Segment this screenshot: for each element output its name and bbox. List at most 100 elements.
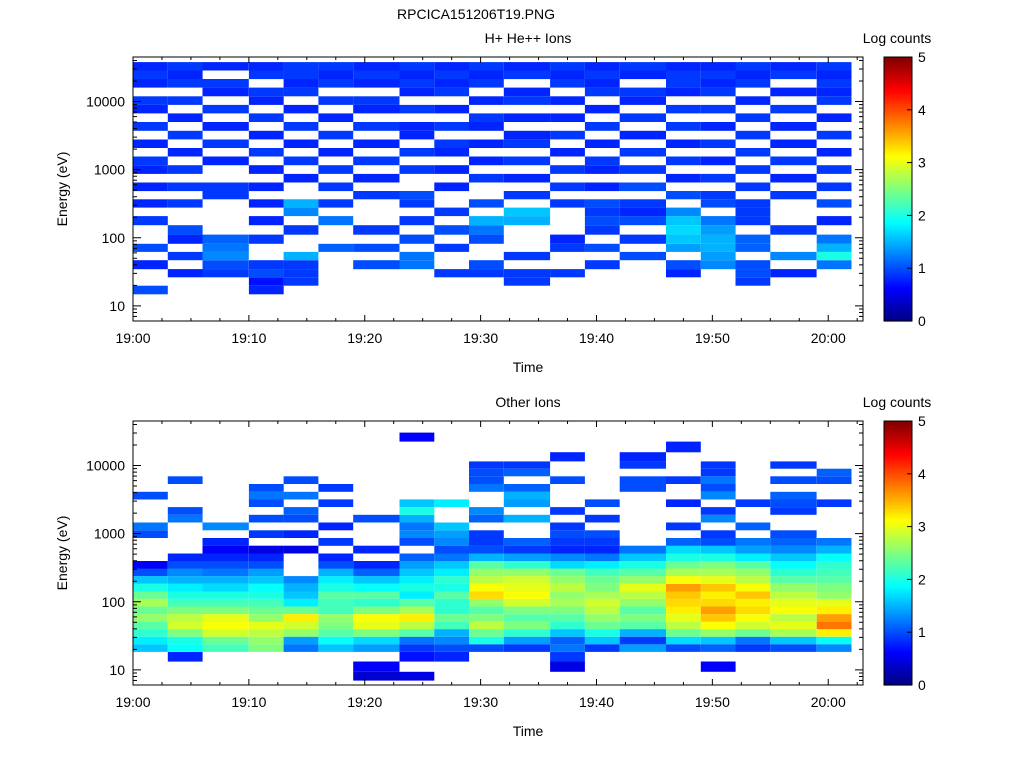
colorbar-segment (884, 515, 912, 519)
heatmap-cell (550, 576, 585, 584)
heatmap-cell (318, 561, 354, 569)
heatmap-cell (584, 568, 620, 577)
heatmap-cell (469, 636, 504, 645)
heatmap-cell (770, 614, 817, 622)
heatmap-cell (584, 156, 620, 166)
colorbar-segment (884, 537, 912, 541)
heatmap-cell (503, 251, 551, 261)
colorbar-segment (884, 255, 912, 258)
heatmap-cell (503, 207, 551, 217)
heatmap-cell (202, 568, 249, 577)
colorbar-segment (884, 178, 912, 181)
colorbar-segment (884, 586, 912, 589)
colorbar-segment (884, 612, 912, 616)
heatmap-cell (469, 598, 504, 607)
heatmap-cell (399, 614, 435, 622)
heatmap-cell (550, 62, 585, 71)
colorbar-segment (884, 557, 912, 561)
colorbar-segment (884, 456, 912, 459)
heatmap-cell (167, 606, 203, 615)
heatmap-cell (584, 182, 620, 192)
colorbar-segment (884, 504, 912, 508)
colorbar-segment (884, 520, 912, 523)
heatmap-cell (503, 491, 551, 500)
heatmap-cell (735, 561, 771, 569)
x-axis-label: Time (513, 723, 544, 739)
colorbar-segment (884, 649, 912, 653)
colorbar-segment (884, 303, 912, 307)
x-tick-label: 19:20 (347, 330, 382, 346)
heatmap-cell (434, 522, 470, 531)
x-tick-label: 20:00 (811, 694, 846, 710)
heatmap-cell (770, 538, 817, 546)
colorbar-segment (884, 447, 912, 451)
colorbar-segment (884, 83, 912, 87)
heatmap-cell (167, 70, 203, 80)
heatmap-cell (469, 260, 504, 270)
heatmap-cell (503, 468, 551, 477)
heatmap-cell (619, 148, 666, 157)
heatmap-cell (735, 207, 771, 217)
heatmap-cell (770, 104, 817, 114)
heatmap-cell (248, 285, 284, 295)
heatmap-cell (735, 538, 771, 546)
heatmap-cell (318, 598, 354, 607)
heatmap-cell (353, 243, 400, 252)
heatmap-cell (167, 591, 203, 599)
heatmap-cell (434, 148, 470, 157)
heatmap-cell (353, 636, 400, 645)
heatmap-cell (700, 621, 736, 630)
heatmap-cell (700, 514, 736, 523)
heatmap-cell (619, 70, 666, 80)
heatmap-cell (666, 606, 701, 615)
heatmap-cell (816, 62, 852, 71)
colorbar-segment (884, 610, 912, 613)
colorbar-segment (884, 156, 912, 159)
heatmap-cell (318, 568, 354, 577)
heatmap-cell (167, 199, 203, 208)
x-tick-label: 19:30 (463, 330, 498, 346)
heatmap-cell (434, 621, 470, 630)
heatmap-cell (816, 644, 852, 652)
colorbar-segment (884, 112, 912, 115)
colorbar-segment (884, 636, 912, 640)
heatmap-cell (735, 165, 771, 174)
heatmap-cell (469, 96, 504, 105)
colorbar-segment (884, 61, 912, 65)
heatmap-cell (619, 476, 666, 484)
heatmap-cell (399, 130, 435, 140)
colorbar-segment (884, 307, 912, 311)
colorbar-segment (884, 638, 912, 642)
heatmap-cell (167, 507, 203, 515)
colorbar-segment (884, 230, 912, 234)
heatmap-cell (248, 614, 284, 622)
heatmap-cell (353, 79, 400, 88)
heatmap-cell (434, 614, 470, 622)
colorbar-tick-label: 4 (918, 466, 926, 482)
heatmap-cell (550, 621, 585, 630)
heatmap-cell (248, 491, 284, 500)
heatmap-cell (167, 251, 203, 261)
heatmap-cell (469, 553, 504, 561)
colorbar-segment (884, 564, 912, 567)
heatmap-cell (503, 87, 551, 97)
heatmap-cell (283, 207, 319, 217)
heatmap-cell (248, 514, 284, 523)
colorbar-segment (884, 427, 912, 431)
heatmap-cell (619, 629, 666, 637)
heatmap-cell (770, 636, 817, 645)
heatmap-cell (816, 243, 852, 252)
heatmap-cell (550, 598, 585, 607)
heatmap-cell (700, 70, 736, 80)
heatmap-cell (700, 104, 736, 114)
colorbar-segment (884, 109, 912, 113)
heatmap-cell (202, 591, 249, 599)
heatmap-cell (816, 591, 852, 599)
heatmap-cell (434, 576, 470, 584)
colorbar-segment (884, 270, 912, 274)
heatmap-cell (735, 606, 771, 615)
colorbar-segment (884, 147, 912, 150)
heatmap-cell (666, 216, 701, 226)
heatmap-cell (399, 553, 435, 561)
heatmap-cell (735, 277, 771, 286)
